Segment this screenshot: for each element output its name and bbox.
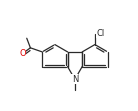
Text: Cl: Cl: [96, 29, 105, 38]
Text: N: N: [72, 75, 78, 84]
Text: O: O: [19, 49, 26, 58]
